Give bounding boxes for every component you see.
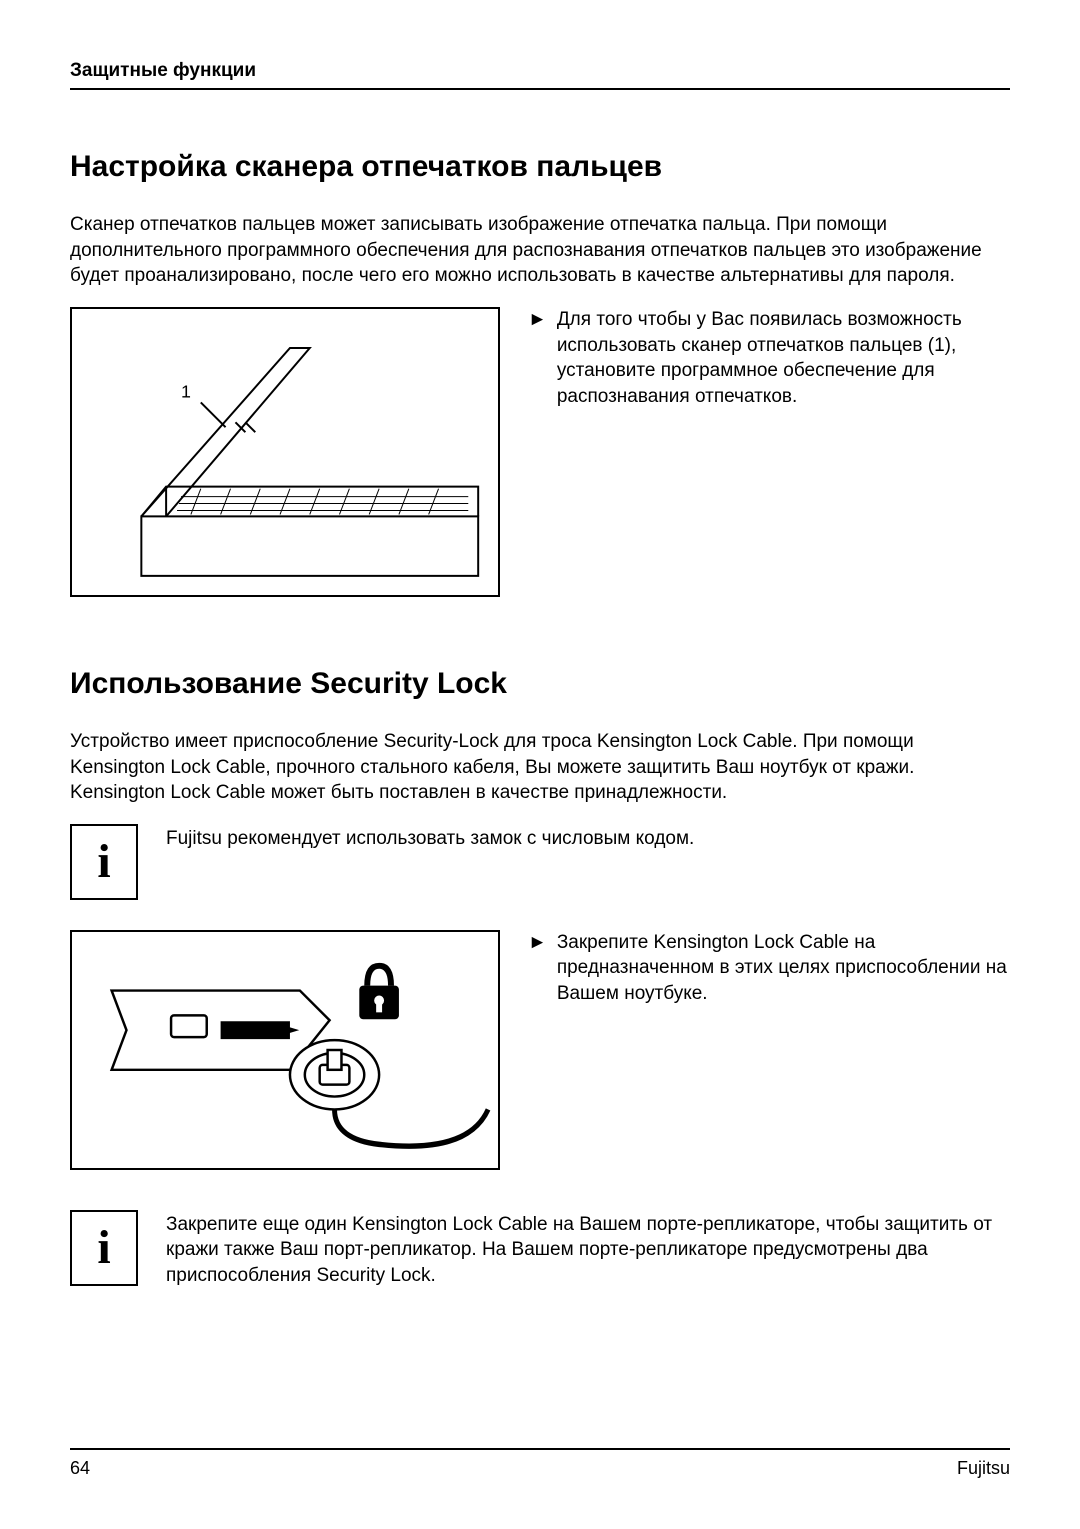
laptop-keyboard-illustration: 1 bbox=[72, 307, 498, 597]
info-icon-box: i bbox=[70, 1210, 138, 1286]
section1-heading: Настройка сканера отпечатков пальцев bbox=[70, 150, 1010, 184]
section1-intro: Сканер отпечатков пальцев может записыва… bbox=[70, 212, 1010, 289]
info2-text: Закрепите еще один Kensington Lock Cable… bbox=[166, 1210, 1010, 1289]
info-box-2: i Закрепите еще один Kensington Lock Cab… bbox=[70, 1210, 1010, 1289]
section1-instruction: ► Для того чтобы у Вас появилась возможн… bbox=[528, 307, 1010, 410]
figure-callout-number: 1 bbox=[181, 381, 191, 401]
info-icon: i bbox=[97, 834, 110, 889]
section1-instruction-text: Для того чтобы у Вас появилась возможнос… bbox=[557, 307, 1010, 410]
section2-intro: Устройство имеет приспособление Security… bbox=[70, 729, 1010, 806]
footer-rule bbox=[70, 1448, 1010, 1450]
page-number: 64 bbox=[70, 1458, 90, 1479]
section1-figure-row: 1 bbox=[70, 307, 1010, 597]
header-section-title: Защитные функции bbox=[70, 60, 1010, 82]
info1-text: Fujitsu рекомендует использовать замок с… bbox=[166, 824, 694, 852]
info-icon-box: i bbox=[70, 824, 138, 900]
bullet-icon: ► bbox=[528, 930, 547, 1007]
info-icon: i bbox=[97, 1220, 110, 1275]
fingerprint-figure: 1 bbox=[70, 307, 500, 597]
security-lock-figure bbox=[70, 930, 500, 1170]
section2-heading: Использование Security Lock bbox=[70, 667, 1010, 701]
section2-instruction-text: Закрепите Kensington Lock Cable на предн… bbox=[557, 930, 1010, 1007]
kensington-lock-illustration bbox=[72, 930, 498, 1170]
section2-instruction: ► Закрепите Kensington Lock Cable на пре… bbox=[528, 930, 1010, 1007]
bullet-icon: ► bbox=[528, 307, 547, 410]
header-rule bbox=[70, 88, 1010, 90]
section2-figure-row: ► Закрепите Kensington Lock Cable на пре… bbox=[70, 930, 1010, 1170]
footer-brand: Fujitsu bbox=[957, 1458, 1010, 1479]
page-footer: 64 Fujitsu bbox=[70, 1448, 1010, 1479]
info-box-1: i Fujitsu рекомендует использовать замок… bbox=[70, 824, 1010, 900]
